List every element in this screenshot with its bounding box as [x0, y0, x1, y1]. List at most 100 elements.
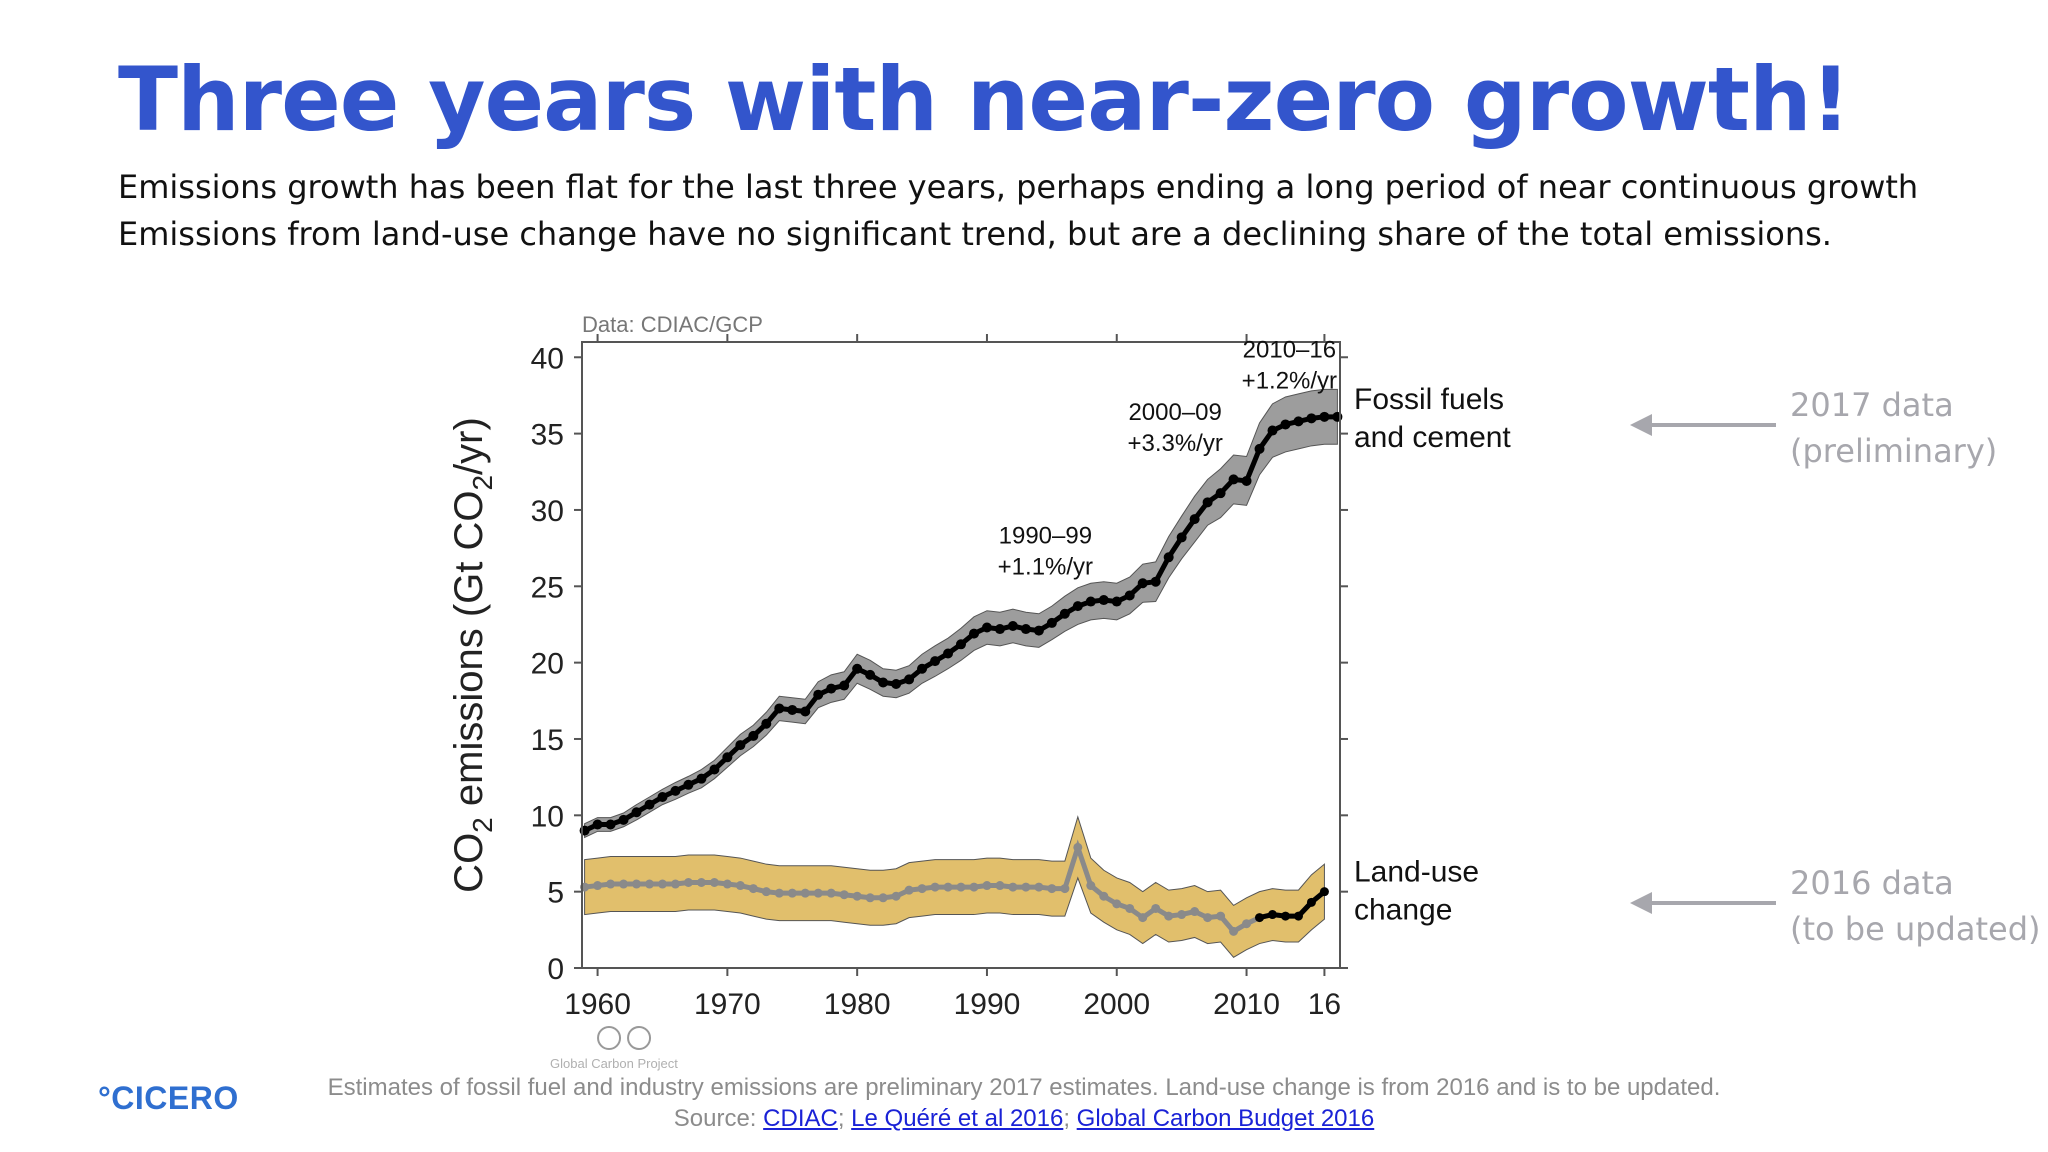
fossil-data-point	[670, 785, 681, 796]
fossil-data-point	[981, 622, 992, 633]
landuse-data-point	[1164, 911, 1174, 921]
chart-credit: Global Carbon Project	[550, 1056, 678, 1071]
landuse-data-point	[593, 881, 603, 891]
x-tick-label: 2010	[1213, 988, 1280, 1021]
fossil-data-point	[748, 730, 759, 741]
landuse-data-point	[1151, 903, 1161, 913]
landuse-series-line	[584, 839, 1327, 935]
fossil-data-point	[1176, 532, 1187, 543]
fossil-data-point	[618, 814, 629, 825]
y-tick-label: 30	[531, 495, 564, 528]
footer-source: Source: CDIAC; Le Quéré et al 2016; Glob…	[0, 1103, 2048, 1134]
fossil-data-point	[943, 648, 954, 659]
fossil-data-point	[1241, 475, 1252, 486]
landuse-data-point	[1190, 907, 1200, 917]
x-tick-label: 1980	[824, 988, 891, 1021]
fossil-data-point	[722, 752, 733, 763]
landuse-data-point	[1125, 903, 1135, 913]
fossil-data-point	[1059, 608, 1070, 619]
landuse-data-point	[619, 879, 629, 889]
fossil-data-point	[956, 639, 966, 650]
landuse-data-point	[1293, 911, 1303, 921]
fossil-data-point	[865, 669, 876, 680]
landuse-note-arrow-icon	[1630, 892, 1776, 914]
fossil-data-point	[1033, 625, 1044, 636]
fossil-data-point	[968, 628, 979, 639]
y-tick-label: 10	[531, 800, 564, 833]
cdiac-link[interactable]: CDIAC	[763, 1105, 838, 1132]
landuse-data-point	[1086, 881, 1096, 891]
fossil-series-label: Fossil fuels	[1354, 383, 1504, 416]
fossil-data-point	[1137, 578, 1148, 589]
fossil-data-point	[1150, 576, 1161, 587]
x-tick-label: 16	[1308, 988, 1341, 1021]
source-separator: ;	[1063, 1105, 1077, 1132]
subtitle-line-2: Emissions from land-use change have no s…	[118, 215, 1832, 253]
growth-rate-annotation: 2010–16	[1243, 336, 1336, 363]
landuse-data-point	[644, 879, 654, 889]
x-tick-label: 1970	[694, 988, 761, 1021]
fossil-data-point	[1306, 413, 1317, 424]
landuse-data-point	[969, 882, 979, 892]
footer-note: Estimates of fossil fuel and industry em…	[327, 1074, 1721, 1101]
fossil-data-point	[761, 718, 772, 729]
x-tick-label: 1990	[954, 988, 1021, 1021]
fossil-data-note-line-2: (preliminary)	[1790, 432, 1998, 470]
landuse-data-point	[943, 882, 953, 892]
fossil-data-note-line-1: 2017 data	[1790, 386, 1954, 424]
landuse-data-point	[1047, 884, 1057, 894]
plot-frame	[581, 341, 1341, 969]
chart-source-label: Data: CDIAC/GCP	[582, 312, 763, 337]
landuse-series-label: change	[1354, 894, 1452, 927]
y-tick-label: 20	[531, 648, 564, 681]
growth-rate-annotation: +1.2%/yr	[1242, 367, 1337, 394]
fossil-data-point	[1098, 595, 1109, 606]
landuse-data-point	[748, 884, 758, 894]
y-tick-label: 35	[531, 419, 564, 452]
fossil-data-point	[1072, 601, 1083, 612]
landuse-data-point	[632, 879, 642, 889]
global-carbon-budget-link[interactable]: Global Carbon Budget 2016	[1076, 1105, 1375, 1132]
fossil-data-point	[826, 683, 837, 694]
landuse-data-point	[1203, 913, 1213, 923]
fossil-data-point	[657, 791, 668, 802]
fossil-data-point	[696, 773, 707, 784]
fossil-data-point	[930, 656, 941, 667]
landuse-data-point	[1177, 910, 1187, 920]
x-tick-label: 1960	[564, 988, 631, 1021]
fossil-data-point	[878, 677, 889, 688]
fossil-data-point	[1124, 590, 1135, 601]
cc-by-icon	[597, 1026, 622, 1050]
fossil-data-point	[1267, 425, 1278, 436]
landuse-data-point	[1319, 887, 1329, 897]
fossil-data-point	[644, 799, 655, 810]
landuse-data-point	[1099, 891, 1109, 901]
growth-rate-annotation: 2000–09	[1128, 399, 1221, 426]
fossil-data-point	[904, 674, 915, 685]
landuse-data-point	[930, 882, 940, 892]
landuse-data-point	[1306, 897, 1316, 907]
fossil-note-arrow-icon	[1630, 414, 1776, 436]
fossil-data-point	[1202, 497, 1213, 508]
y-tick-label: 40	[531, 342, 564, 375]
fossil-data-point	[605, 819, 616, 830]
fossil-data-point	[1319, 411, 1330, 422]
landuse-data-point	[1034, 882, 1044, 892]
landuse-data-point	[826, 888, 836, 898]
fossil-data-point	[891, 679, 902, 690]
le-quere-link[interactable]: Le Quéré et al 2016	[851, 1105, 1064, 1132]
landuse-data-point	[1229, 926, 1239, 936]
landuse-data-point	[709, 877, 719, 887]
landuse-data-point	[1112, 899, 1122, 909]
landuse-data-point	[696, 877, 706, 887]
source-prefix: Source:	[673, 1105, 764, 1132]
fossil-data-point	[631, 807, 642, 818]
fossil-data-note: 2017 data (preliminary)	[1790, 382, 1997, 474]
landuse-data-point	[813, 888, 823, 898]
fossil-data-point	[800, 706, 811, 717]
fossil-data-point	[1085, 596, 1096, 607]
fossil-data-point	[1254, 443, 1265, 454]
landuse-data-point	[670, 879, 680, 889]
landuse-data-point	[774, 888, 784, 898]
